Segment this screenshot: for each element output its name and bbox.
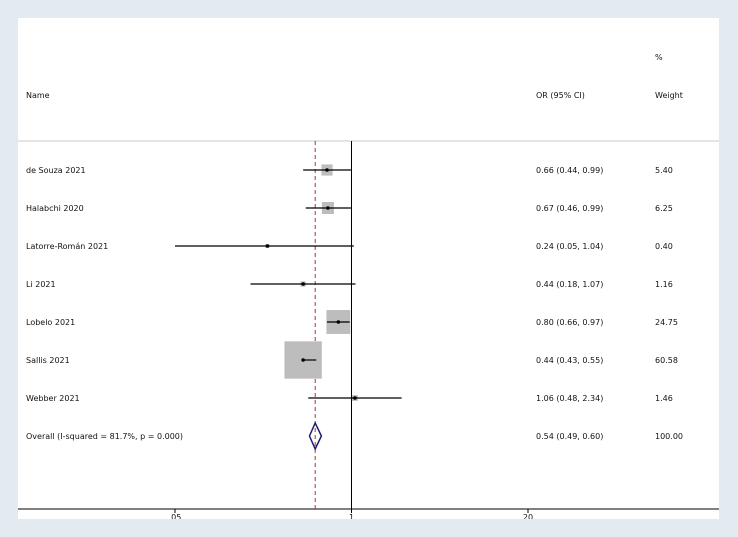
study-weight: 60.58	[655, 356, 678, 365]
study-weight: 0.40	[655, 242, 673, 251]
study-weight: 5.40	[655, 166, 673, 175]
study-name: Sallis 2021	[26, 356, 70, 365]
x-tick-label: .05	[169, 513, 182, 519]
study-point	[326, 206, 330, 210]
study-point	[325, 168, 329, 172]
study-point	[301, 282, 305, 286]
overall-diamond	[308, 421, 323, 451]
header-weight: Weight	[655, 91, 683, 100]
forest-plot: % Name OR (95% CI) Weight de Souza 2021 0…	[18, 18, 719, 519]
study-or-ci: 0.44 (0.18, 1.07)	[536, 280, 603, 289]
study-or-ci: 0.66 (0.44, 0.99)	[536, 166, 603, 175]
forest-marks: de Souza 2021 0.66 (0.44, 0.99) 5.40 Halabc…	[26, 141, 683, 519]
study-point	[301, 358, 305, 362]
study-or-ci: 0.80 (0.66, 0.97)	[536, 318, 603, 327]
study-point	[265, 244, 270, 248]
study-weight: 1.46	[655, 394, 673, 403]
study-name: Li 2021	[26, 280, 56, 289]
study-or-ci: 1.06 (0.48, 2.34)	[536, 394, 603, 403]
overall-weight: 100.00	[655, 432, 683, 441]
study-or-ci: 0.44 (0.43, 0.55)	[536, 356, 603, 365]
study-name: Lobelo 2021	[26, 318, 75, 327]
study-or-ci: 0.67 (0.46, 0.99)	[536, 204, 603, 213]
overall-label: Overall (I-squared = 81.7%, p = 0.000)	[26, 432, 183, 441]
x-tick-label: 20	[523, 513, 533, 519]
study-point	[336, 320, 341, 324]
header-name: Name	[26, 91, 50, 100]
header-or-ci: OR (95% CI)	[536, 91, 585, 100]
study-weight: 24.75	[655, 318, 678, 327]
study-weight: 1.16	[655, 280, 673, 289]
study-name: Halabchi 2020	[26, 204, 84, 213]
header-weight-percent: %	[655, 53, 663, 62]
study-name: Latorre-Román 2021	[26, 242, 108, 251]
study-name: Webber 2021	[26, 394, 80, 403]
study-name: de Souza 2021	[26, 166, 86, 175]
study-weight: 6.25	[655, 204, 673, 213]
study-or-ci: 0.24 (0.05, 1.04)	[536, 242, 603, 251]
overall-or-ci: 0.54 (0.49, 0.60)	[536, 432, 603, 441]
study-point	[353, 396, 357, 400]
x-tick-label: 1	[349, 513, 354, 519]
